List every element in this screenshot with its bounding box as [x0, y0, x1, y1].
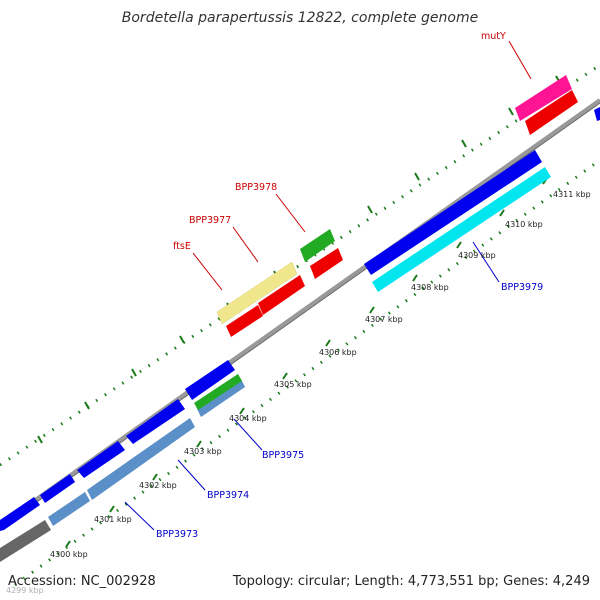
gene-green-small[interactable] — [194, 374, 242, 410]
gene-reverse-3[interactable] — [310, 248, 343, 279]
gene-forward-3[interactable] — [77, 441, 125, 478]
gene-label-bpp3979[interactable]: BPP3979 — [501, 282, 543, 293]
scale-label: 4309 kbp — [458, 251, 496, 260]
gene-label-bpp3978[interactable]: BPP3978 — [235, 182, 277, 193]
scale-label: 4308 kbp — [411, 283, 449, 292]
scale-label: 4306 kbp — [319, 348, 357, 357]
gene-label-bpp3977[interactable]: BPP3977 — [189, 215, 231, 226]
gene-bpp3975[interactable] — [197, 379, 245, 417]
gene-ftsE[interactable] — [216, 261, 298, 325]
forward-strand-genes — [0, 107, 600, 531]
genome-summary-text: Topology: circular; Length: 4,773,551 bp… — [232, 574, 590, 589]
gene-mutY-red[interactable] — [525, 90, 578, 135]
gene-forward-6[interactable] — [364, 150, 542, 275]
steel-genes — [48, 379, 245, 526]
gene-label-ftsE[interactable]: ftsE — [173, 241, 191, 252]
gene-labels-top: mutY BPP3978 BPP3977 ftsE — [173, 31, 506, 252]
scale-label: 4311 kbp — [553, 190, 591, 199]
scale-label: 4301 kbp — [94, 515, 132, 524]
gene-forward-2[interactable] — [40, 474, 75, 503]
gene-label-bpp3974[interactable]: BPP3974 — [207, 490, 249, 501]
scale-label: 4305 kbp — [274, 380, 312, 389]
gene-reverse-1[interactable] — [226, 305, 263, 337]
gene-forward-7[interactable] — [594, 107, 600, 121]
scale-label: 4307 kbp — [365, 315, 403, 324]
scale-label: 4303 kbp — [184, 447, 222, 456]
gene-forward-5[interactable] — [185, 360, 235, 400]
gene-bpp3973[interactable] — [48, 492, 90, 526]
gene-label-bpp3975[interactable]: BPP3975 — [262, 450, 304, 461]
gene-labels-bottom: BPP3979 BPP3975 BPP3974 BPP3973 — [156, 282, 543, 540]
gene-bpp3979[interactable] — [372, 167, 551, 292]
scale-label: 4304 kbp — [229, 414, 267, 423]
gene-gray[interactable] — [0, 520, 51, 562]
outer-dotted-track — [0, 63, 600, 467]
scale-label: 4310 kbp — [505, 220, 543, 229]
scale-label-partial: 4299 kbp — [6, 586, 44, 595]
label-leader-lines — [124, 40, 532, 531]
map-title: Bordetella parapertussis 12822, complete… — [121, 10, 479, 26]
scale-label: 4302 kbp — [139, 481, 177, 490]
gene-forward-4[interactable] — [126, 399, 185, 444]
gene-bpp3974[interactable] — [87, 418, 195, 500]
scale-ticks — [65, 177, 548, 548]
gene-mutY[interactable] — [515, 75, 572, 121]
gene-bpp3978[interactable] — [300, 229, 335, 262]
scale-label: 4300 kbp — [50, 550, 88, 559]
gene-label-mutY[interactable]: mutY — [481, 31, 506, 42]
scale-labels: 4300 kbp 4301 kbp 4302 kbp 4303 kbp 4304… — [50, 190, 591, 559]
gene-label-bpp3973[interactable]: BPP3973 — [156, 529, 198, 540]
gene-forward-1[interactable] — [0, 497, 40, 531]
gene-bpp3977[interactable] — [258, 275, 305, 315]
reverse-strand-genes — [226, 90, 578, 337]
accession-text: Accession: NC_002928 — [8, 574, 156, 589]
